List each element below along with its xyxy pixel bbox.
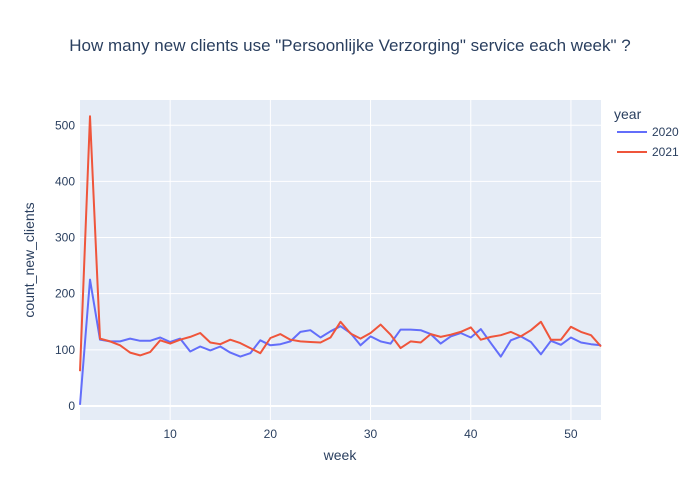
series-line-2021[interactable] xyxy=(79,115,602,372)
legend-item-2020[interactable]: 2020 xyxy=(617,125,679,139)
series-line-2020[interactable] xyxy=(79,278,602,405)
x-tick-label: 20 xyxy=(264,427,278,441)
y-tick-label: 500 xyxy=(55,118,75,132)
plot-area xyxy=(80,100,601,420)
y-tick-label: 0 xyxy=(68,399,75,413)
gridlines xyxy=(80,100,601,420)
y-tick-label: 300 xyxy=(55,231,75,245)
x-tick-label: 30 xyxy=(364,427,378,441)
x-tick-label: 50 xyxy=(564,427,578,441)
y-axis-title: count_new_clients xyxy=(21,202,37,317)
x-axis-ticks: 10 20 30 40 50 xyxy=(163,427,577,441)
y-tick-label: 400 xyxy=(55,174,75,188)
legend-label: 2021 xyxy=(652,145,679,159)
legend-item-2021[interactable]: 2021 xyxy=(617,145,679,159)
series-lines xyxy=(79,115,602,405)
x-tick-label: 10 xyxy=(163,427,177,441)
y-axis-ticks: 0 100 200 300 400 500 xyxy=(55,118,75,413)
chart-title: How many new clients use "Persoonlijke V… xyxy=(69,36,630,55)
y-tick-label: 200 xyxy=(55,287,75,301)
legend[interactable]: year 2020 2021 xyxy=(614,106,679,159)
legend-title: year xyxy=(614,106,642,122)
x-tick-label: 40 xyxy=(464,427,478,441)
x-axis-title: week xyxy=(323,447,358,463)
y-tick-label: 100 xyxy=(55,343,75,357)
legend-label: 2020 xyxy=(652,125,679,139)
